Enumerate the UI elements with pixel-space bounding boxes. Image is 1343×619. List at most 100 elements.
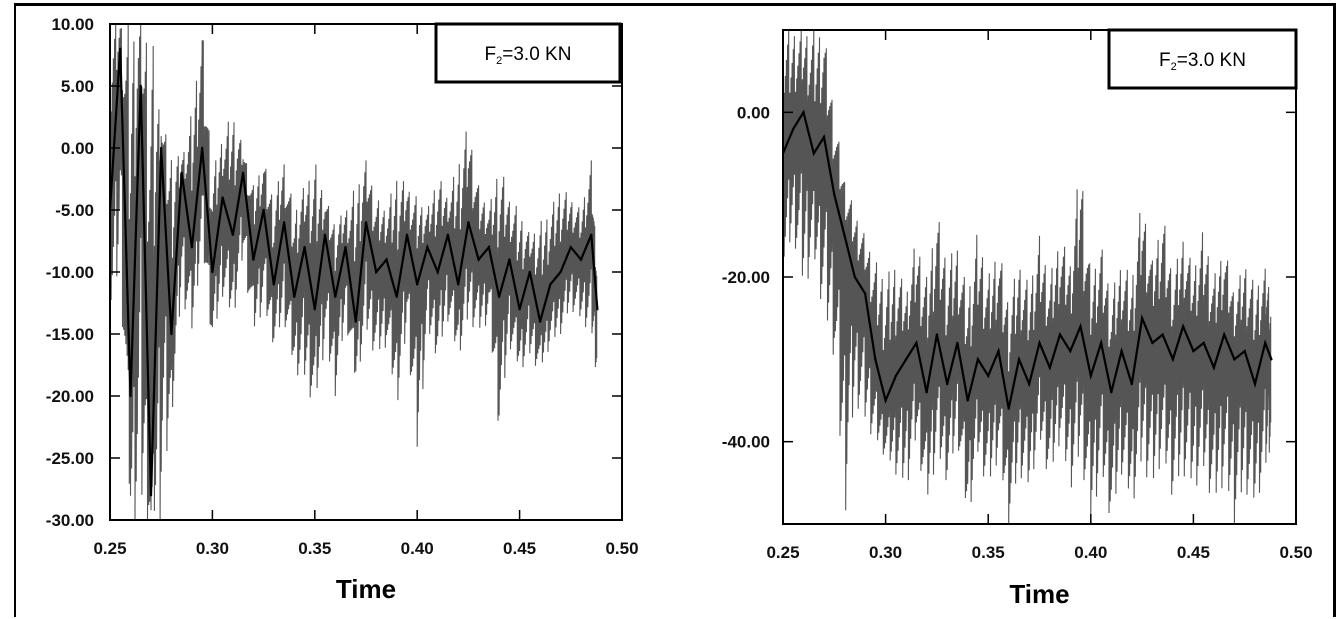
- data-point: [190, 246, 194, 249]
- data-point: [579, 258, 583, 261]
- data-point: [252, 258, 255, 261]
- data-point: [549, 283, 552, 286]
- data-point: [313, 308, 316, 311]
- data-point: [853, 275, 856, 279]
- data-point: [405, 233, 409, 236]
- data-point: [833, 193, 836, 196]
- data-point: [822, 135, 826, 139]
- legend-label: F2=3.0 KN: [485, 44, 572, 67]
- data-point: [446, 233, 450, 236]
- data-point: [282, 221, 286, 224]
- data-point: [538, 320, 542, 323]
- data-point: [375, 270, 378, 274]
- data-point: [1130, 382, 1134, 386]
- data-point: [1058, 333, 1062, 336]
- y-tick-label: 5.00: [61, 77, 94, 96]
- series-group: [110, 24, 599, 520]
- data-point: [1161, 333, 1164, 336]
- data-point: [149, 494, 153, 497]
- data-point: [1233, 358, 1236, 361]
- x-axis-title: Time: [1009, 579, 1069, 609]
- y-tick-label: -5.00: [55, 201, 94, 220]
- data-point: [293, 295, 296, 298]
- x-tick-label: 0.50: [1279, 543, 1312, 562]
- data-point: [976, 358, 980, 361]
- data-point: [119, 47, 122, 50]
- data-point: [426, 246, 429, 249]
- legend-subscript: 2: [1171, 61, 1177, 73]
- data-point: [1120, 349, 1123, 353]
- y-tick-label: -20.00: [722, 268, 770, 287]
- data-point: [139, 84, 142, 88]
- data-point: [323, 233, 327, 236]
- y-tick-label: 10.00: [51, 15, 94, 34]
- x-tick-label: 0.45: [503, 539, 536, 558]
- data-point: [1048, 366, 1052, 369]
- data-point: [334, 295, 337, 298]
- data-point: [1069, 349, 1072, 353]
- x-axis-title: Time: [336, 574, 396, 604]
- data-point: [987, 374, 990, 377]
- data-point: [843, 234, 846, 237]
- y-tick-label: -40.00: [722, 433, 770, 452]
- x-tick-label: 0.25: [766, 543, 799, 562]
- y-tick-label: -20.00: [46, 387, 94, 406]
- data-point: [477, 258, 480, 261]
- data-point: [569, 246, 572, 249]
- data-point: [863, 292, 867, 295]
- legend-subscript: 2: [496, 55, 502, 67]
- data-point: [1079, 325, 1082, 328]
- data-point: [596, 308, 599, 311]
- data-point: [436, 270, 439, 274]
- x-tick-label: 0.30: [869, 543, 902, 562]
- series-1-spikes: [783, 30, 1272, 524]
- x-tick-label: 0.45: [1177, 543, 1210, 562]
- data-point: [915, 341, 918, 345]
- data-point: [272, 283, 275, 286]
- x-tick-label: 0.40: [1074, 543, 1107, 562]
- data-point: [1202, 341, 1205, 345]
- data-point: [221, 196, 224, 199]
- data-point: [1264, 341, 1267, 345]
- data-point: [416, 283, 419, 286]
- data-point: [1181, 325, 1185, 328]
- data-point: [1007, 407, 1010, 410]
- x-tick-label: 0.30: [196, 539, 229, 558]
- data-point: [1110, 391, 1113, 394]
- series-group: [783, 30, 1273, 524]
- data-point: [1223, 333, 1226, 336]
- data-point: [946, 382, 949, 386]
- data-point: [201, 146, 204, 150]
- chart-1: 0.25 0.30 0.35 0.40 0.45 0.50 10.00 5.00 0.00 -5.…: [46, 15, 639, 604]
- legend-rest: =3.0 KN: [1177, 50, 1246, 71]
- x-tick-label: 0.35: [972, 543, 1005, 562]
- data-point: [1243, 349, 1246, 353]
- data-point: [904, 358, 908, 361]
- data-point: [385, 258, 388, 261]
- series-1-spikes: [110, 24, 598, 520]
- x-tick-label: 0.25: [93, 539, 126, 558]
- data-point: [518, 308, 521, 311]
- data-point: [180, 171, 183, 174]
- data-point: [1253, 382, 1257, 386]
- legend-box: [1107, 28, 1298, 90]
- data-point: [129, 394, 132, 398]
- data-point: [344, 246, 347, 249]
- data-point: [792, 127, 795, 130]
- data-point: [874, 358, 877, 361]
- legend-main: F: [1159, 50, 1171, 71]
- x-tick-label: 0.40: [401, 539, 434, 558]
- legend-rest: =3.0 KN: [502, 44, 571, 65]
- data-point: [1089, 374, 1093, 377]
- data-point: [303, 246, 306, 249]
- data-point: [956, 341, 959, 345]
- data-point: [1099, 341, 1103, 345]
- data-point: [1151, 341, 1154, 345]
- legend-label: F2=3.0 KN: [1159, 50, 1246, 73]
- data-point: [1171, 358, 1175, 361]
- data-point: [884, 399, 887, 402]
- data-point: [559, 270, 562, 274]
- data-point: [508, 258, 511, 261]
- data-point: [354, 320, 357, 323]
